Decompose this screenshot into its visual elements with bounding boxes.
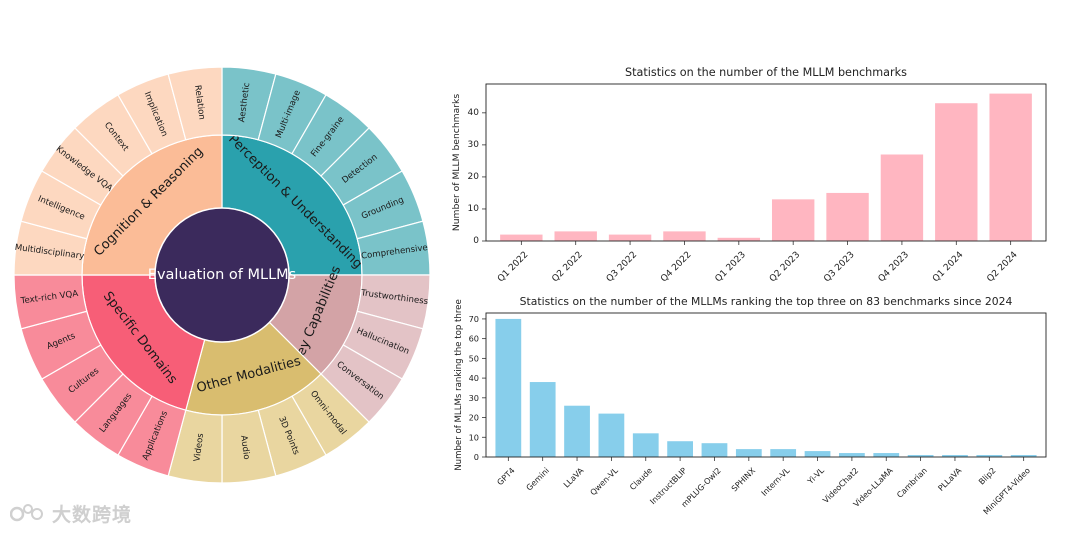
y-tick-label: 60 [469, 334, 479, 344]
chart-title: Statistics on the number of the MLLM ben… [625, 66, 907, 79]
sunburst-leaf-label: Audio [238, 435, 251, 461]
bar-sphinx [735, 449, 762, 457]
x-tick-label: GPT4 [495, 466, 516, 487]
bar-pllava [942, 455, 968, 457]
x-tick-label: Q4 2023 [877, 250, 911, 284]
bar-q4-2023 [880, 154, 924, 241]
bar-videochat2 [839, 453, 865, 457]
bar-q1-2024 [935, 103, 978, 241]
sunburst-leaf-label: Videos [192, 432, 206, 462]
bar-yi-vl [804, 451, 831, 457]
y-tick-label: 30 [469, 393, 479, 403]
x-tick-label: Qwen-VL [589, 466, 621, 498]
bar-llava [564, 405, 590, 457]
x-tick-label: Intern-VL [760, 466, 792, 498]
bar-gemini [529, 382, 556, 457]
bar-cambrian [907, 455, 934, 457]
sunburst-leaf-relation [167, 66, 223, 141]
x-tick-label: Cambrian [895, 466, 929, 500]
sunburst-leaf-label: Relation [192, 84, 206, 120]
x-tick-label: Blip2 [977, 466, 998, 487]
x-tick-label: Yi-VL [805, 466, 826, 487]
watermark-logo-icon [10, 503, 43, 521]
x-tick-label: Q1 2023 [714, 250, 748, 284]
y-tick-label: 20 [469, 413, 479, 423]
bar-claude [632, 433, 659, 457]
bar-instructblip [667, 441, 693, 457]
bar-q3-2022 [608, 234, 652, 241]
sunburst-center-label: Evaluation of MLLMs [148, 267, 296, 283]
x-tick-label: PLLaVA [936, 466, 963, 493]
y-tick-label: 30 [468, 140, 480, 150]
y-tick-label: 20 [468, 172, 480, 182]
x-tick-label: Q2 2024 [985, 250, 1020, 285]
plot-frame [485, 312, 1047, 458]
top-three-bar-chart: Statistics on the number of the MLLMs ra… [454, 295, 1047, 516]
x-tick-label: Gemini [525, 466, 551, 492]
bar-q3-2023 [826, 192, 869, 241]
x-tick-label: SPHINX [730, 466, 758, 494]
sunburst-center [154, 207, 290, 343]
y-tick-label: 40 [469, 373, 479, 383]
chart-title: Statistics on the number of the MLLMs ra… [520, 295, 1013, 308]
x-tick-label: Q2 2023 [768, 250, 802, 284]
watermark: 大数跨境 [10, 500, 132, 527]
bar-blip2 [976, 455, 1003, 457]
y-axis-label: Number of MLLM benchmarks [451, 94, 462, 231]
x-tick-label: Q3 2023 [822, 250, 856, 284]
bar-q2-2024 [989, 93, 1032, 241]
y-tick-label: 0 [474, 452, 479, 462]
benchmarks-bar-chart: Statistics on the number of the MLLM ben… [451, 66, 1047, 285]
bar-video-llama [873, 453, 900, 457]
y-tick-label: 10 [468, 204, 480, 214]
bar-qwen-vl [598, 413, 625, 457]
y-tick-label: 50 [469, 353, 479, 363]
bar-q2-2023 [771, 199, 815, 241]
bar-q1-2022 [500, 234, 543, 241]
x-tick-label: Q2 2022 [550, 250, 584, 284]
watermark-text: 大数跨境 [52, 504, 133, 526]
x-tick-label: Q1 2024 [931, 250, 966, 285]
bar-intern-vl [770, 449, 797, 457]
x-tick-label: Claude [628, 466, 654, 492]
x-tick-label: LLaVA [562, 466, 586, 490]
bar-q4-2022 [663, 231, 706, 241]
bar-q1-2023 [717, 237, 761, 241]
x-tick-label: Q3 2022 [605, 250, 639, 284]
y-tick-label: 0 [473, 236, 479, 246]
y-axis-label: Number of MLLMs ranking the top three [454, 299, 464, 471]
y-tick-label: 70 [469, 314, 479, 324]
x-tick-label: Q1 2022 [496, 250, 530, 284]
bar-gpt4 [495, 318, 522, 457]
y-tick-label: 10 [469, 432, 479, 442]
x-tick-label: Q4 2022 [659, 250, 693, 284]
plot-frame [485, 83, 1047, 242]
bar-q2-2022 [554, 231, 597, 241]
bar-mplug-owl2 [701, 443, 728, 457]
y-tick-label: 40 [468, 108, 480, 118]
bar-minigpt4-video [1010, 455, 1037, 457]
